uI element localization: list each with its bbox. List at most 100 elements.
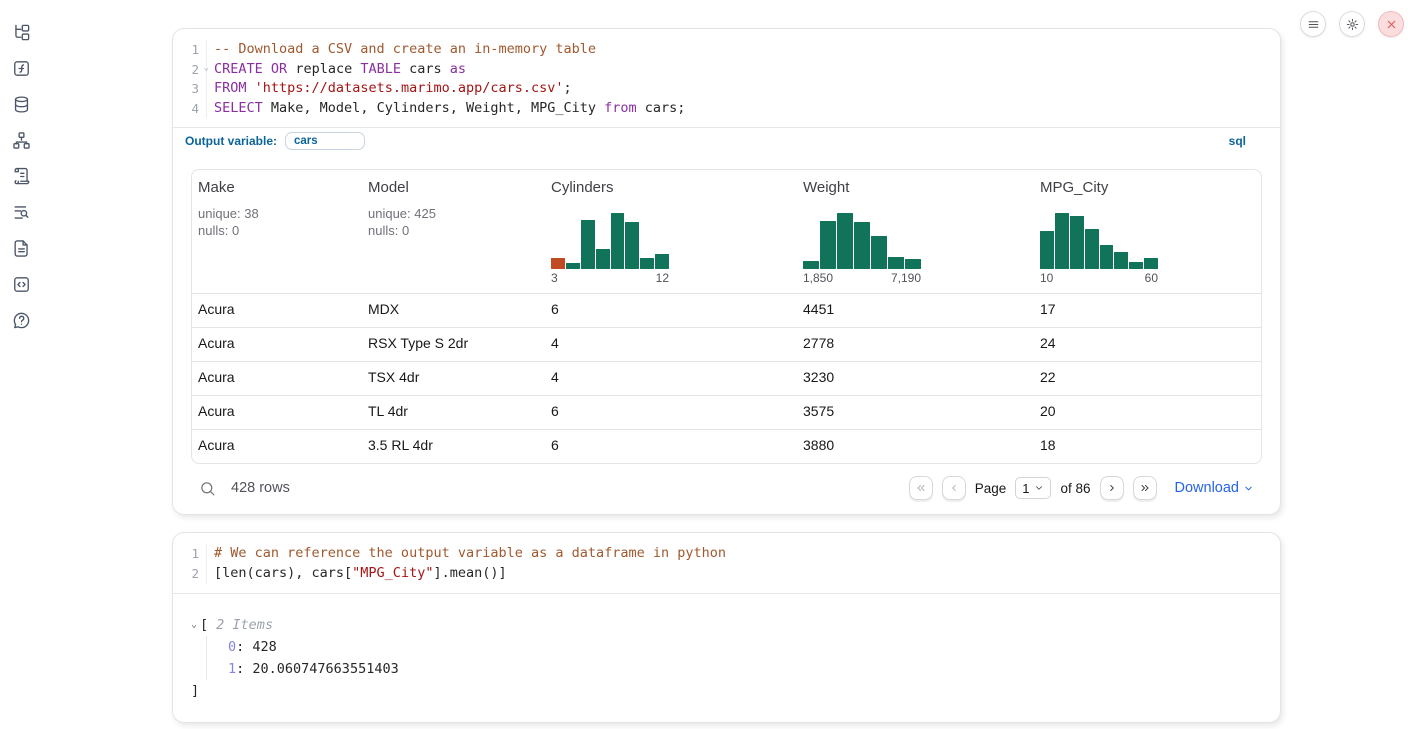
column-name: MPG_City <box>1040 179 1109 197</box>
column-header-make[interactable]: Make unique: 38 nulls: 0 <box>192 170 362 293</box>
page-select[interactable]: 1 <box>1015 477 1052 500</box>
snippets-icon[interactable] <box>11 274 31 294</box>
table-cell: MDX <box>368 301 400 318</box>
download-button[interactable]: Download <box>1175 480 1255 496</box>
page-label: Page <box>974 480 1007 496</box>
histogram-bar <box>1129 262 1144 270</box>
chevron-right-icon <box>1109 485 1114 492</box>
collapse-chevron-icon[interactable]: ⌄ <box>191 618 198 630</box>
line-number: 2 ⌄ <box>173 59 209 80</box>
last-page-button[interactable] <box>1132 476 1157 501</box>
table-cell: Acura <box>198 403 235 420</box>
close-button[interactable] <box>1378 11 1404 37</box>
column-name: Make <box>198 179 235 197</box>
column-header-weight[interactable]: Weight 1,850 7,190 <box>797 170 1034 293</box>
output-list-entries: 0: 428 1: 20.060747663551403 <box>206 635 1262 680</box>
histogram-axis: 1,850 7,190 <box>803 271 921 286</box>
table-cell: 4 <box>551 335 559 352</box>
python-output: ⌄ [ 2 Items 0: 428 1: 20.060747663551403 … <box>173 592 1280 722</box>
table-cell: 3.5 RL 4dr <box>368 437 433 454</box>
code-text: FROM 'https://datasets.marimo.app/cars.c… <box>214 80 572 97</box>
chevron-down-icon <box>1036 486 1043 491</box>
table-cell: 3575 <box>803 403 835 420</box>
previous-page-button[interactable] <box>941 476 966 501</box>
code-text: CREATE OR replace TABLE cars as <box>214 60 467 77</box>
histogram-bar <box>1114 252 1129 270</box>
column-header-mpg_city[interactable]: MPG_City 10 60 <box>1034 170 1261 293</box>
search-list-icon[interactable] <box>11 202 31 222</box>
histogram-bar <box>625 221 640 270</box>
dependency-graph-icon[interactable] <box>11 130 31 150</box>
table-cell: 6 <box>551 403 559 420</box>
column-name: Model <box>368 179 409 197</box>
table-cell: Acura <box>198 369 235 386</box>
histogram-bar <box>580 220 595 270</box>
column-header-cylinders[interactable]: Cylinders 3 12 <box>545 170 797 293</box>
histogram-bar <box>1054 213 1069 270</box>
next-page-button[interactable] <box>1099 476 1124 501</box>
histogram-bar <box>595 248 610 270</box>
notebook: 1 -- Download a CSV and create an in-memo… <box>172 28 1281 723</box>
output-variable-input[interactable] <box>285 132 366 151</box>
histogram-bar <box>837 213 853 270</box>
first-page-button[interactable] <box>908 476 933 501</box>
settings-button[interactable] <box>1339 11 1365 37</box>
table-cell: 2778 <box>803 335 835 352</box>
table-cell: 18 <box>1040 437 1056 454</box>
column-histogram: 1,850 7,190 <box>803 213 921 285</box>
table-row: Acura RSX Type S 2dr 4 2778 24 <box>192 327 1261 361</box>
code-line: 4 SELECT Make, Model, Cylinders, Weight, … <box>173 98 1280 119</box>
table-footer: 428 rows Page 1 of 86 <box>173 464 1280 514</box>
code-line: 1 -- Download a CSV and create an in-memo… <box>173 40 1280 60</box>
file-tree-icon[interactable] <box>11 22 31 42</box>
table-cell: 3880 <box>803 437 835 454</box>
python-cell: 1 # We can reference the output variable … <box>172 532 1281 723</box>
download-label: Download <box>1174 480 1240 497</box>
table-cell: 3230 <box>803 369 835 386</box>
column-histogram: 3 12 <box>551 213 669 285</box>
column-header-model[interactable]: Model unique: 425 nulls: 0 <box>362 170 545 293</box>
function-icon[interactable] <box>11 58 31 78</box>
histogram-bar <box>610 213 625 270</box>
table-cell: 22 <box>1040 369 1056 386</box>
line-number: 4 <box>173 98 207 119</box>
line-number: 2 <box>173 563 207 584</box>
sql-code-editor[interactable]: 1 -- Download a CSV and create an in-memo… <box>173 29 1280 127</box>
histogram-axis: 3 12 <box>551 271 669 286</box>
database-icon[interactable] <box>11 94 31 114</box>
histogram-bar <box>551 258 565 270</box>
histogram-bar <box>655 254 669 270</box>
scroll-log-icon[interactable] <box>11 166 31 186</box>
output-list-header: ⌄ [ 2 Items <box>191 614 1262 636</box>
sql-cell: 1 -- Download a CSV and create an in-memo… <box>172 28 1281 516</box>
code-line: 1 # We can reference the output variable … <box>173 544 1280 564</box>
line-number: 1 <box>173 40 207 60</box>
table-row: Acura TSX 4dr 4 3230 22 <box>192 361 1261 395</box>
item-index: 0 <box>228 638 237 655</box>
python-code-editor[interactable]: 1 # We can reference the output variable … <box>173 533 1280 592</box>
histogram-bar <box>1099 244 1114 270</box>
line-number: 1 <box>173 544 207 564</box>
window-controls <box>1300 11 1404 37</box>
menu-button[interactable] <box>1300 11 1326 37</box>
list-item: 0: 428 <box>228 638 277 655</box>
table-body: Acura MDX 6 4451 17 Acura RSX Type S 2dr 4 2778 2… <box>192 293 1261 463</box>
table-row: Acura 3.5 RL 4dr 6 3880 18 <box>192 429 1261 463</box>
histogram-bar <box>565 262 580 270</box>
list-item: 1: 20.060747663551403 <box>228 660 399 677</box>
item-index: 1 <box>228 660 237 677</box>
items-count-label: 2 Items <box>216 616 274 633</box>
search-button[interactable] <box>199 479 217 497</box>
fold-chevron-icon[interactable]: ⌄ <box>203 62 209 73</box>
pagination: Page 1 of 86 <box>908 476 1157 501</box>
chevron-down-icon <box>1245 486 1252 491</box>
document-icon[interactable] <box>11 238 31 258</box>
table-row: Acura MDX 6 4451 17 <box>192 293 1261 327</box>
help-icon[interactable] <box>11 310 31 330</box>
column-histogram: 10 60 <box>1040 213 1158 285</box>
page-total-label: of 86 <box>1060 480 1091 496</box>
gear-icon <box>1346 18 1358 30</box>
histogram-bar <box>1084 228 1099 270</box>
row-count: 428 rows <box>231 480 290 497</box>
chevron-left-icon <box>951 485 956 492</box>
